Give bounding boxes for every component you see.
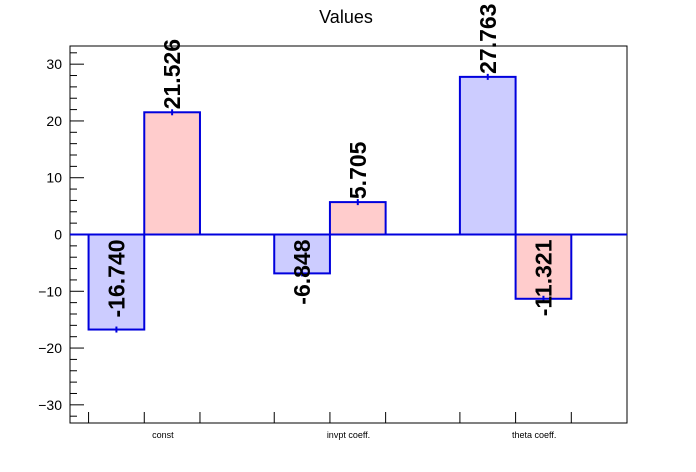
y-tick-label: −20 bbox=[38, 340, 62, 356]
bar bbox=[328, 201, 387, 236]
y-tick-label: 30 bbox=[46, 56, 62, 72]
bar bbox=[458, 75, 517, 236]
bar bbox=[87, 233, 146, 331]
data-label: -16.740 bbox=[103, 240, 129, 318]
x-category-label: invpt coeff. bbox=[327, 430, 370, 440]
data-label: 21.526 bbox=[159, 39, 185, 109]
y-tick-label: −30 bbox=[38, 397, 62, 413]
y-tick-label: 0 bbox=[54, 227, 62, 243]
x-category-label: const bbox=[152, 430, 174, 440]
data-label: 27.763 bbox=[475, 4, 501, 74]
data-label: -11.321 bbox=[530, 239, 556, 316]
data-label: -6.848 bbox=[289, 239, 315, 304]
bar bbox=[143, 111, 201, 236]
y-tick-label: −10 bbox=[38, 283, 62, 299]
data-label: 5.705 bbox=[345, 141, 371, 199]
bar bbox=[514, 233, 573, 300]
plot-area: −30 −20 −10 0 10 20 30 -16.740 -6.848 27.763 21.52… bbox=[38, 4, 628, 440]
y-tick-label: 10 bbox=[46, 170, 62, 186]
chart-title: Values bbox=[319, 7, 373, 27]
y-tick-label: 20 bbox=[46, 113, 62, 129]
bar bbox=[273, 233, 331, 275]
x-category-label: theta coeff. bbox=[512, 430, 556, 440]
